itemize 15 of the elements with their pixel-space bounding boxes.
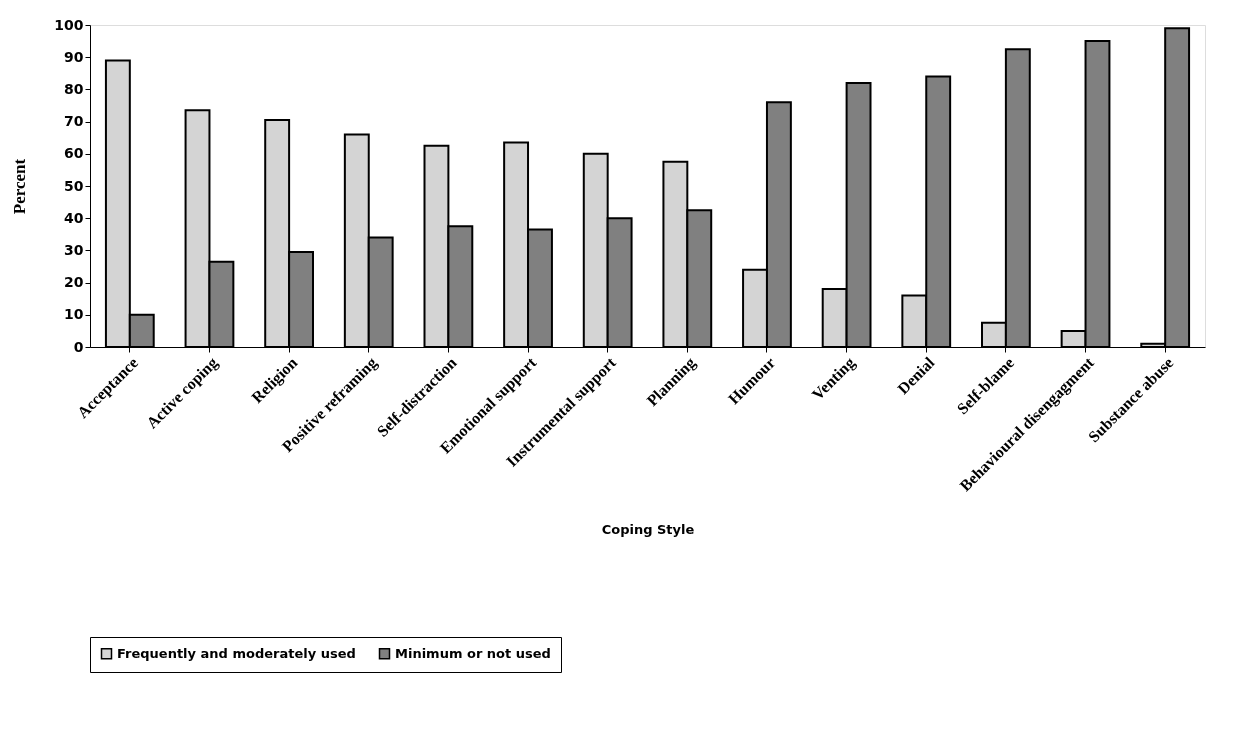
y-tick-label: 80: [64, 80, 84, 97]
y-tick-label: 30: [64, 241, 84, 258]
y-tick-label: 40: [64, 209, 84, 226]
y-tick-label: 0: [73, 338, 84, 355]
x-axis-title: Coping Style: [601, 522, 695, 538]
y-axis-title: Percent: [10, 158, 30, 215]
y-tick-label: 70: [64, 113, 84, 130]
y-tick-label: 50: [64, 177, 84, 194]
legend-label: Frequently and moderately used: [117, 645, 356, 661]
y-tick-label: 10: [64, 306, 84, 323]
y-tick-label: 90: [64, 48, 84, 65]
y-tick-label: 100: [54, 16, 84, 33]
legend-label: Minimum or not used: [395, 645, 551, 661]
y-tick-label: 20: [64, 274, 84, 291]
y-tick-label: 60: [64, 145, 84, 162]
